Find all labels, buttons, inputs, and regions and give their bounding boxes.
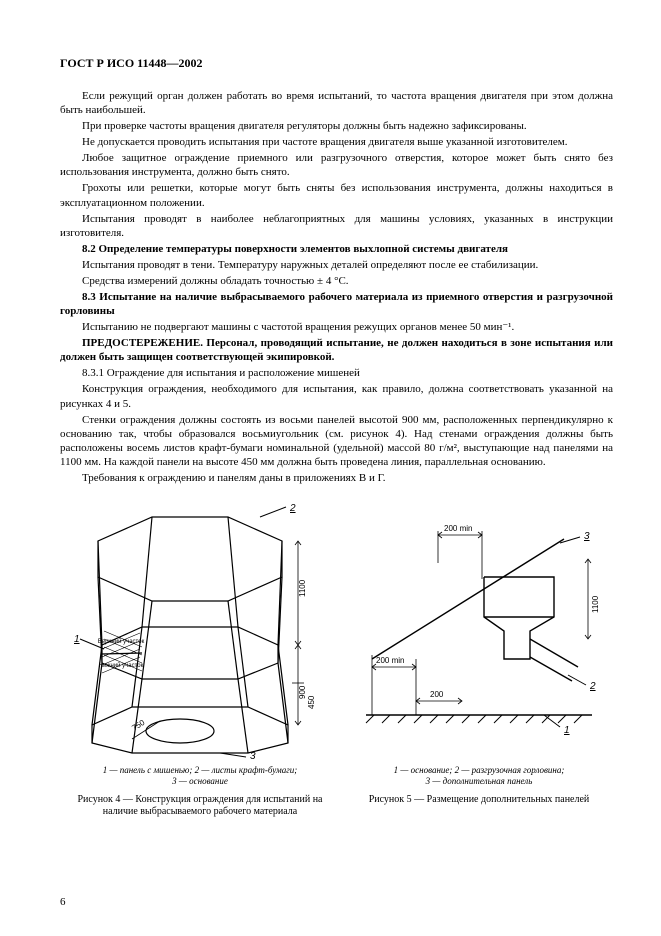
para-8-3-1-1: Конструкция ограждения, необходимого для… <box>60 382 613 410</box>
page: ГОСТ Р ИСО 11448—2002 Если режущий орган… <box>0 0 661 936</box>
para-2: При проверке частоты вращения двигателя … <box>60 119 613 133</box>
fig5-dim-200min-top: 200 min <box>444 524 472 533</box>
fig4-label-top: Верхний участок <box>98 638 145 645</box>
fig5-callout-2: 2 <box>589 681 596 692</box>
doc-header: ГОСТ Р ИСО 11448—2002 <box>60 56 613 71</box>
fig4-callout-1: 1 <box>74 634 80 645</box>
para-8-2-2: Средства измерений должны обладать точно… <box>60 274 613 288</box>
figure-5-legend-l1: 1 — основание; 2 — разгрузочная горловин… <box>394 765 565 776</box>
figure-5-legend-l2: 3 — дополнительная панель <box>394 776 565 787</box>
para-8-3-1-3: Требования к ограждению и панелям даны в… <box>60 471 613 485</box>
figures-row: Верхний участок Нижний участок 1 2 3 <box>60 499 613 819</box>
fig4-dim-900: 900 <box>298 685 307 699</box>
figure-4-legend-l1: 1 — панель с мишенью; 2 — листы крафт-бу… <box>103 765 298 776</box>
figure-4-legend: 1 — панель с мишенью; 2 — листы крафт-бу… <box>103 765 298 788</box>
page-number: 6 <box>60 896 66 908</box>
figure-4-legend-l2: 3 — основание <box>103 776 298 787</box>
para-4: Любое защитное ограждение приемного или … <box>60 151 613 179</box>
fig5-dim-200: 200 <box>430 690 444 699</box>
fig4-label-bot: Нижний участок <box>99 662 144 669</box>
figure-5-legend: 1 — основание; 2 — разгрузочная горловин… <box>394 765 565 788</box>
figure-4-caption: Рисунок 4 — Конструкция ограждения для и… <box>60 794 340 819</box>
para-8-2-1: Испытания проводят в тени. Температуру н… <box>60 258 613 272</box>
figure-4-drawing: Верхний участок Нижний участок 1 2 3 <box>60 499 340 759</box>
heading-8-2: 8.2 Определение температуры поверхности … <box>60 242 613 256</box>
fig5-callout-3: 3 <box>584 531 590 542</box>
figure-4: Верхний участок Нижний участок 1 2 3 <box>60 499 340 819</box>
figure-5-caption: Рисунок 5 — Размещение дополнительных па… <box>369 794 590 807</box>
para-5: Грохоты или решетки, которые могут быть … <box>60 181 613 209</box>
fig4-dim-750: 750 <box>130 718 147 733</box>
heading-8-3: 8.3 Испытание на наличие выбрасываемого … <box>60 290 613 318</box>
figure-5: 200 min 200 min <box>354 499 604 806</box>
figure-5-drawing: 200 min 200 min <box>354 499 604 759</box>
warning: ПРЕДОСТЕРЕЖЕНИЕ. Персонал, проводящий ис… <box>60 336 613 364</box>
para-1: Если режущий орган должен работать во вр… <box>60 89 613 117</box>
fig5-callout-1: 1 <box>564 725 570 736</box>
para-3: Не допускается проводить испытания при ч… <box>60 135 613 149</box>
fig5-dim-1100: 1100 <box>591 595 600 613</box>
fig4-dim-450: 450 <box>307 695 316 709</box>
para-8-3-1-2: Стенки ограждения должны состоять из вос… <box>60 413 613 469</box>
fig5-dim-200min-left: 200 min <box>376 656 404 665</box>
fig4-dim-1100: 1100 <box>298 579 307 597</box>
heading-8-3-1: 8.3.1 Ограждение для испытания и располо… <box>60 366 613 380</box>
para-8-3-1: Испытанию не подвергают машины с частото… <box>60 320 613 334</box>
fig4-callout-3: 3 <box>250 751 256 759</box>
para-6: Испытания проводят в наиболее неблагопри… <box>60 212 613 240</box>
fig4-callout-2: 2 <box>289 503 296 514</box>
